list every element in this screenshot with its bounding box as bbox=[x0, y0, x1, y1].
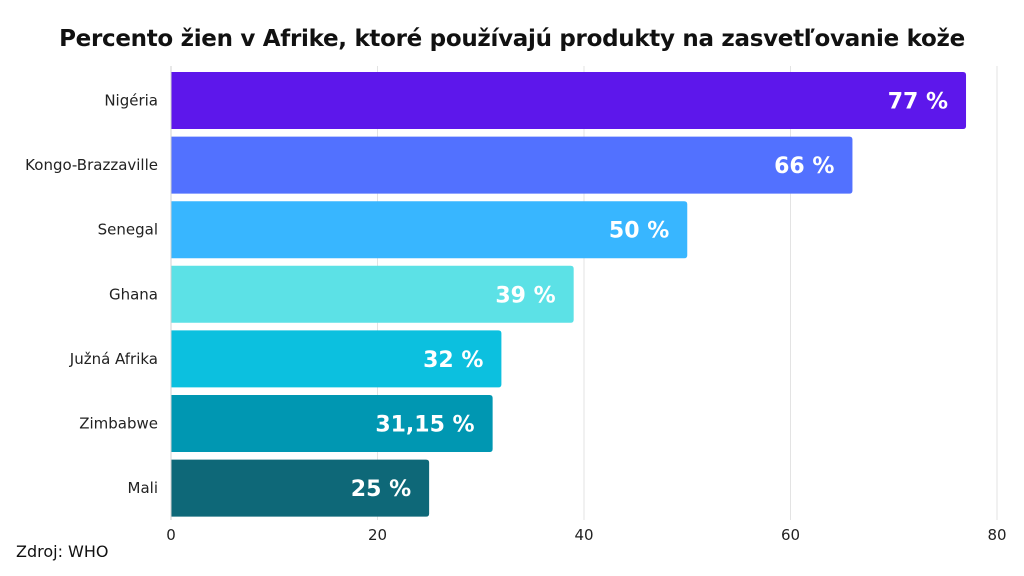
x-tick-label: 20 bbox=[368, 526, 387, 544]
bar bbox=[171, 459, 430, 517]
category-label: Kongo-Brazzaville bbox=[25, 156, 158, 174]
category-label: Mali bbox=[128, 479, 158, 497]
data-label: 39 % bbox=[495, 283, 555, 308]
bar bbox=[171, 330, 502, 388]
bar bbox=[171, 136, 853, 194]
category-label: Senegal bbox=[98, 221, 158, 239]
x-tick-label: 60 bbox=[781, 526, 800, 544]
bar bbox=[171, 201, 688, 259]
category-label: Zimbabwe bbox=[79, 415, 158, 433]
chart-title: Percento žien v Afrike, ktoré používajú … bbox=[59, 26, 965, 52]
bar bbox=[171, 395, 493, 452]
category-label: Južná Afrika bbox=[69, 350, 158, 368]
x-tick-label: 80 bbox=[987, 526, 1006, 544]
category-label: Nigéria bbox=[104, 92, 158, 110]
x-tick-label: 0 bbox=[166, 526, 176, 544]
bar bbox=[171, 72, 967, 129]
category-label: Ghana bbox=[109, 285, 158, 303]
x-tick-label: 40 bbox=[574, 526, 593, 544]
source-note: Zdroj: WHO bbox=[16, 542, 109, 561]
data-label: 66 % bbox=[774, 154, 834, 179]
data-label: 25 % bbox=[351, 477, 411, 502]
bar bbox=[171, 265, 574, 323]
data-label: 32 % bbox=[423, 348, 483, 373]
data-label: 50 % bbox=[609, 219, 669, 244]
data-label: 31,15 % bbox=[375, 413, 474, 438]
data-label: 77 % bbox=[888, 90, 948, 115]
